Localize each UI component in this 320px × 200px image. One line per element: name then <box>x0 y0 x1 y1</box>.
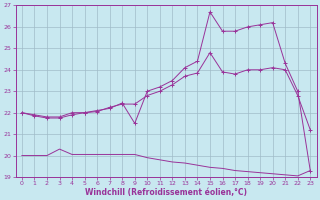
X-axis label: Windchill (Refroidissement éolien,°C): Windchill (Refroidissement éolien,°C) <box>85 188 247 197</box>
